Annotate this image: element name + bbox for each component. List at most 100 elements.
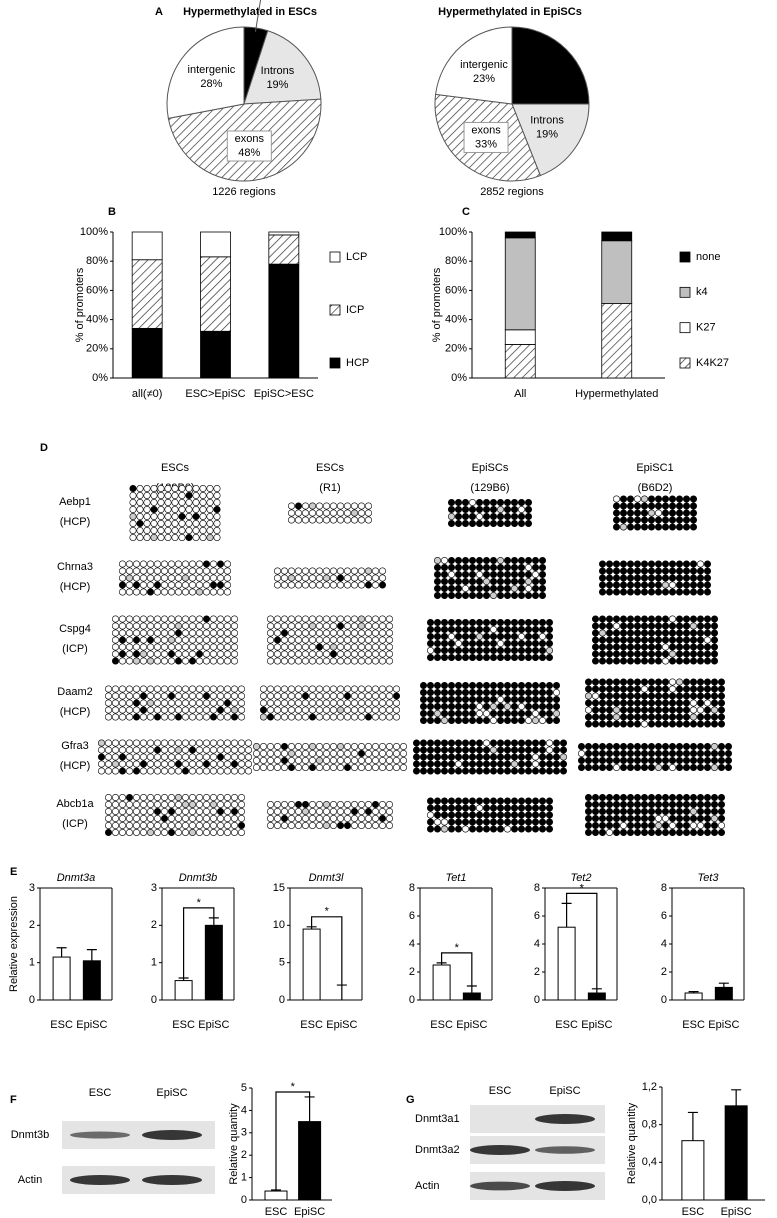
cpg-dot [433, 702, 441, 710]
cpg-dot [185, 498, 193, 506]
cpg-dot [633, 814, 641, 822]
cpg-dot [489, 753, 497, 761]
cpg-dot [178, 533, 186, 541]
cpg-dot [350, 756, 358, 764]
cpg-dot [182, 760, 190, 768]
cpg-dot [350, 742, 358, 750]
cpg-dot [482, 632, 490, 640]
cpg-dot [598, 828, 606, 836]
cpg-dot [364, 692, 372, 700]
cpg-dot [294, 516, 302, 524]
cpg-dot [196, 821, 204, 829]
cpg-dot [168, 793, 176, 801]
cpg-dot [661, 650, 669, 658]
cpg-dot [178, 491, 186, 499]
cpg-dot [598, 622, 606, 630]
cpg-dot [150, 519, 158, 527]
gene-name: Aebp1 [59, 496, 91, 508]
cpg-dot [510, 811, 518, 819]
cpg-dot [322, 502, 330, 510]
cpg-dot [538, 591, 546, 599]
cpg-dot [710, 821, 718, 829]
cpg-dot [605, 567, 613, 575]
cpg-dot [140, 713, 148, 721]
cpg-dot [189, 588, 197, 596]
cpg-dot [336, 814, 344, 822]
significance-label: * [291, 1081, 296, 1093]
cpg-dot [440, 811, 448, 819]
cpg-dot [426, 653, 434, 661]
pie-subtitle: 1226 regions [212, 186, 276, 198]
cpg-dot [426, 618, 434, 626]
cpg-dot [654, 800, 662, 808]
cpg-dot [210, 629, 218, 637]
cpg-dot [336, 622, 344, 630]
cpg-dot [461, 591, 469, 599]
chart-title: Dnmt3b [179, 872, 218, 884]
cpg-dot [482, 767, 490, 775]
cpg-dot [619, 588, 627, 596]
cpg-dot [224, 636, 232, 644]
cpg-dot [633, 692, 641, 700]
cpg-dot [475, 681, 483, 689]
cpg-dot [322, 636, 330, 644]
cpg-dot [154, 574, 162, 582]
cpg-dot [329, 509, 337, 517]
sample-name: ESCs [161, 462, 190, 474]
cpg-dot [703, 629, 711, 637]
cpg-dot [143, 491, 151, 499]
cpg-dot [591, 706, 599, 714]
cpg-dot [598, 650, 606, 658]
cpg-dot [217, 739, 225, 747]
cpg-dot [203, 643, 211, 651]
cpg-dot [626, 699, 634, 707]
cpg-dot [689, 742, 697, 750]
cpg-dot [343, 742, 351, 750]
cpg-dot [154, 567, 162, 575]
cpg-dot [496, 505, 504, 513]
cpg-dot [489, 797, 497, 805]
cpg-dot [591, 749, 599, 757]
cpg-dot [196, 692, 204, 700]
cpg-dot [329, 574, 337, 582]
cpg-dot [538, 577, 546, 585]
cpg-dot [378, 807, 386, 815]
cpg-dot [710, 800, 718, 808]
cpg-dot [412, 767, 420, 775]
cpg-dot [475, 646, 483, 654]
cpg-dot [598, 756, 606, 764]
cpg-dot [496, 584, 504, 592]
cpg-dot [682, 574, 690, 582]
cpg-dot [371, 650, 379, 658]
cpg-dot [322, 509, 330, 517]
cpg-dot [350, 615, 358, 623]
cpg-dot [350, 650, 358, 658]
cpg-dot [224, 699, 232, 707]
cpg-dot [605, 629, 613, 637]
cpg-dot [524, 716, 532, 724]
cpg-dot [238, 821, 246, 829]
cpg-dot [468, 767, 476, 775]
cpg-dot [545, 767, 553, 775]
cpg-dot [206, 498, 214, 506]
cpg-dot [517, 591, 525, 599]
cpg-dot [503, 818, 511, 826]
cpg-dot [364, 756, 372, 764]
legend-label: HCP [346, 357, 369, 369]
cpg-dot [717, 742, 725, 750]
cpg-dot [196, 699, 204, 707]
cpg-dot [412, 739, 420, 747]
cpg-dot [210, 699, 218, 707]
cpg-dot [133, 650, 141, 658]
cpg-dot [203, 821, 211, 829]
cpg-dot [143, 498, 151, 506]
cpg-dot [517, 804, 525, 812]
cpg-dot [161, 560, 169, 568]
cpg-dot [461, 570, 469, 578]
cpg-dot [647, 560, 655, 568]
cpg-dot [454, 632, 462, 640]
cpg-dot [661, 692, 669, 700]
cpg-dot [626, 678, 634, 686]
y-tick-label: 80% [86, 255, 108, 267]
cpg-dot [185, 526, 193, 534]
